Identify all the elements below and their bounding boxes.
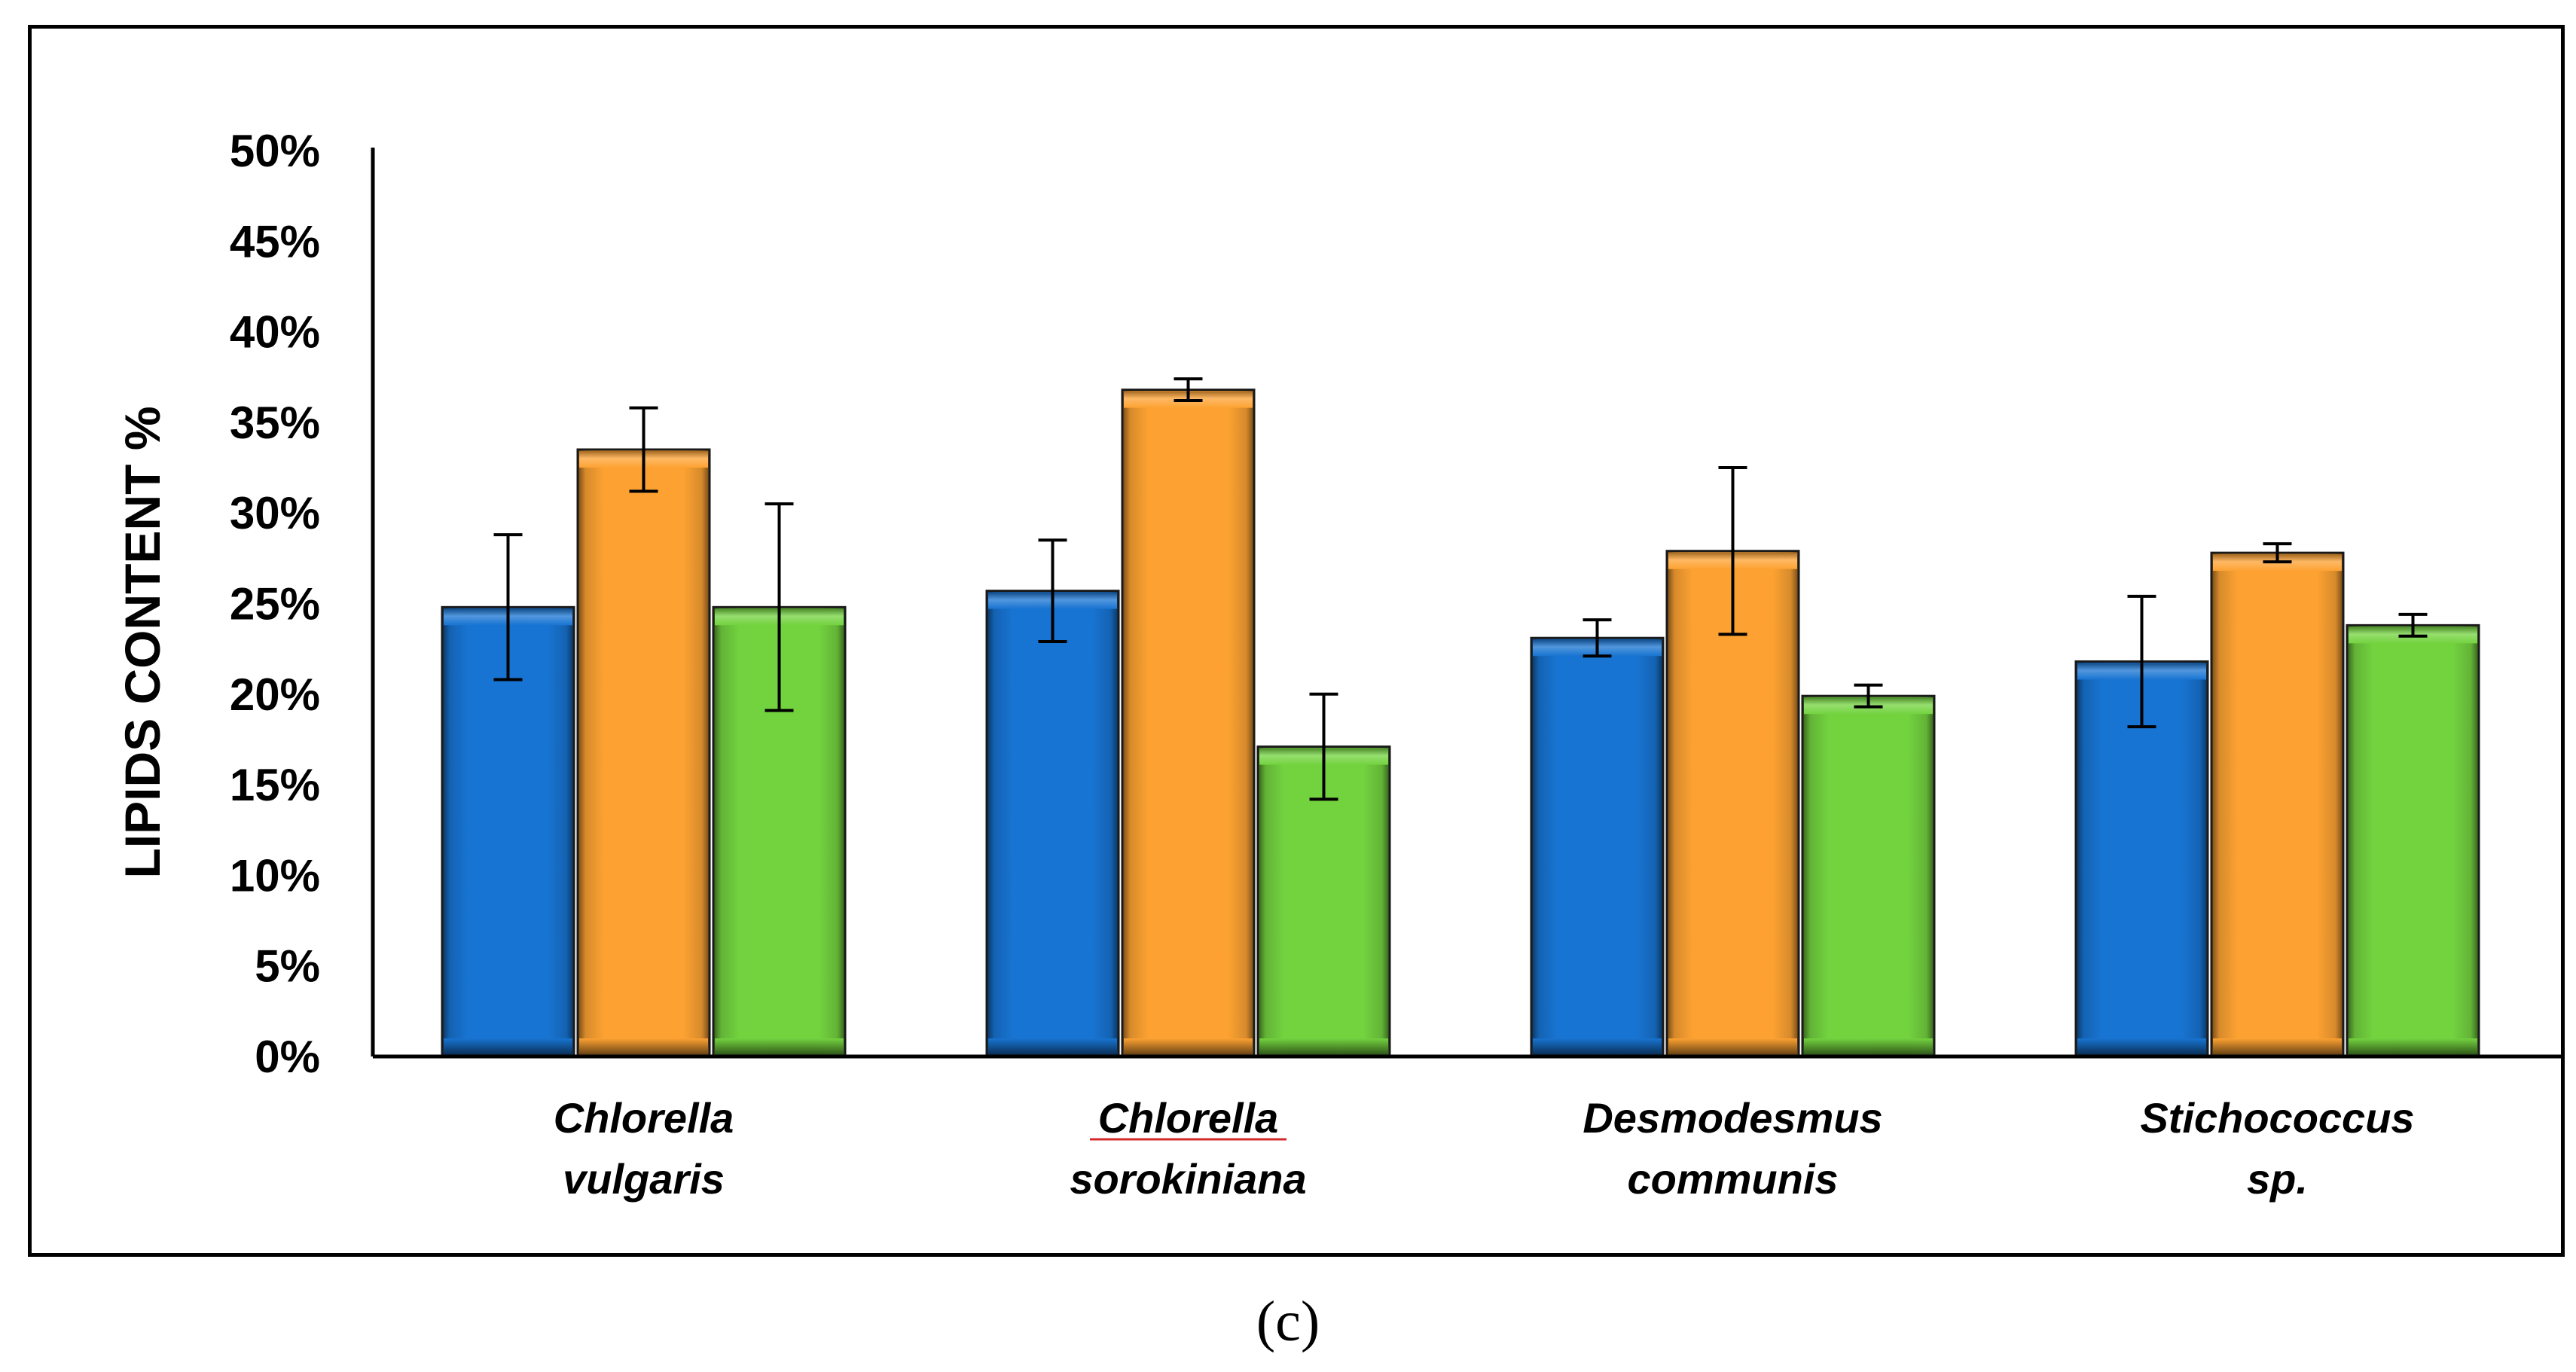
bar-2-series-1: [985, 590, 1120, 1058]
y-tick-label: 15%: [230, 760, 320, 810]
y-tick-label: 0%: [255, 1032, 320, 1082]
bars-layer: [441, 389, 2480, 1058]
y-tick-label: 25%: [230, 579, 320, 630]
bar-chart: Chlorella vulgaris Chlorella sorokiniana Des…: [114, 126, 2565, 1203]
y-tick-label: 5%: [255, 941, 320, 992]
error-bar-3-series-1: [1583, 618, 1612, 658]
error-bar-1-series-3: [765, 502, 794, 712]
error-bar-3-series-2: [1718, 466, 1747, 636]
error-bar-4-series-2: [2263, 542, 2292, 564]
category-label-1-line2: vulgaris: [563, 1155, 725, 1203]
category-label-2-line1: Chlorella: [1098, 1094, 1279, 1142]
error-bar-1-series-1: [493, 533, 523, 681]
y-axis-title: LIPIDS CONTENT %: [114, 406, 170, 878]
category-label-1-line1: Chlorella: [554, 1094, 734, 1142]
panel-caption: (c): [1256, 1290, 1320, 1353]
error-bar-2-series-2: [1174, 377, 1203, 403]
error-bar-4-series-1: [2127, 594, 2156, 729]
bar-3-series-3: [1801, 694, 1936, 1058]
error-bar-3-series-3: [1854, 683, 1883, 709]
y-tick-label: 10%: [230, 850, 320, 901]
error-bars-layer: [493, 377, 2428, 801]
y-tick-label: 35%: [230, 398, 320, 448]
error-bar-2-series-1: [1038, 538, 1067, 644]
category-label-4-line1: Stichococcus: [2140, 1094, 2414, 1142]
bar-4-series-2: [2210, 551, 2345, 1058]
bar-3-series-1: [1530, 636, 1665, 1058]
y-tick-label: 50%: [230, 126, 320, 176]
bar-4-series-3: [2346, 623, 2480, 1058]
y-tick-label: 30%: [230, 488, 320, 538]
labels-layer: Chlorella vulgaris Chlorella sorokiniana Des…: [114, 126, 2415, 1203]
y-tick-label: 20%: [230, 669, 320, 720]
error-bar-2-series-3: [1309, 692, 1338, 801]
y-tick-label: 40%: [230, 307, 320, 358]
bar-1-series-2: [576, 448, 711, 1058]
category-label-3-line1: Desmodesmus: [1583, 1094, 1882, 1142]
error-bar-1-series-2: [629, 406, 658, 493]
category-label-2-line2: sorokiniana: [1070, 1155, 1306, 1203]
axes-layer: [371, 148, 2565, 1059]
error-bar-4-series-3: [2398, 612, 2428, 638]
bar-2-series-2: [1121, 389, 1256, 1058]
category-label-3-line2: communis: [1627, 1155, 1838, 1203]
y-tick-label: 45%: [230, 216, 320, 267]
chart-frame: [28, 25, 2565, 1257]
category-label-4-line2: sp.: [2247, 1155, 2308, 1203]
